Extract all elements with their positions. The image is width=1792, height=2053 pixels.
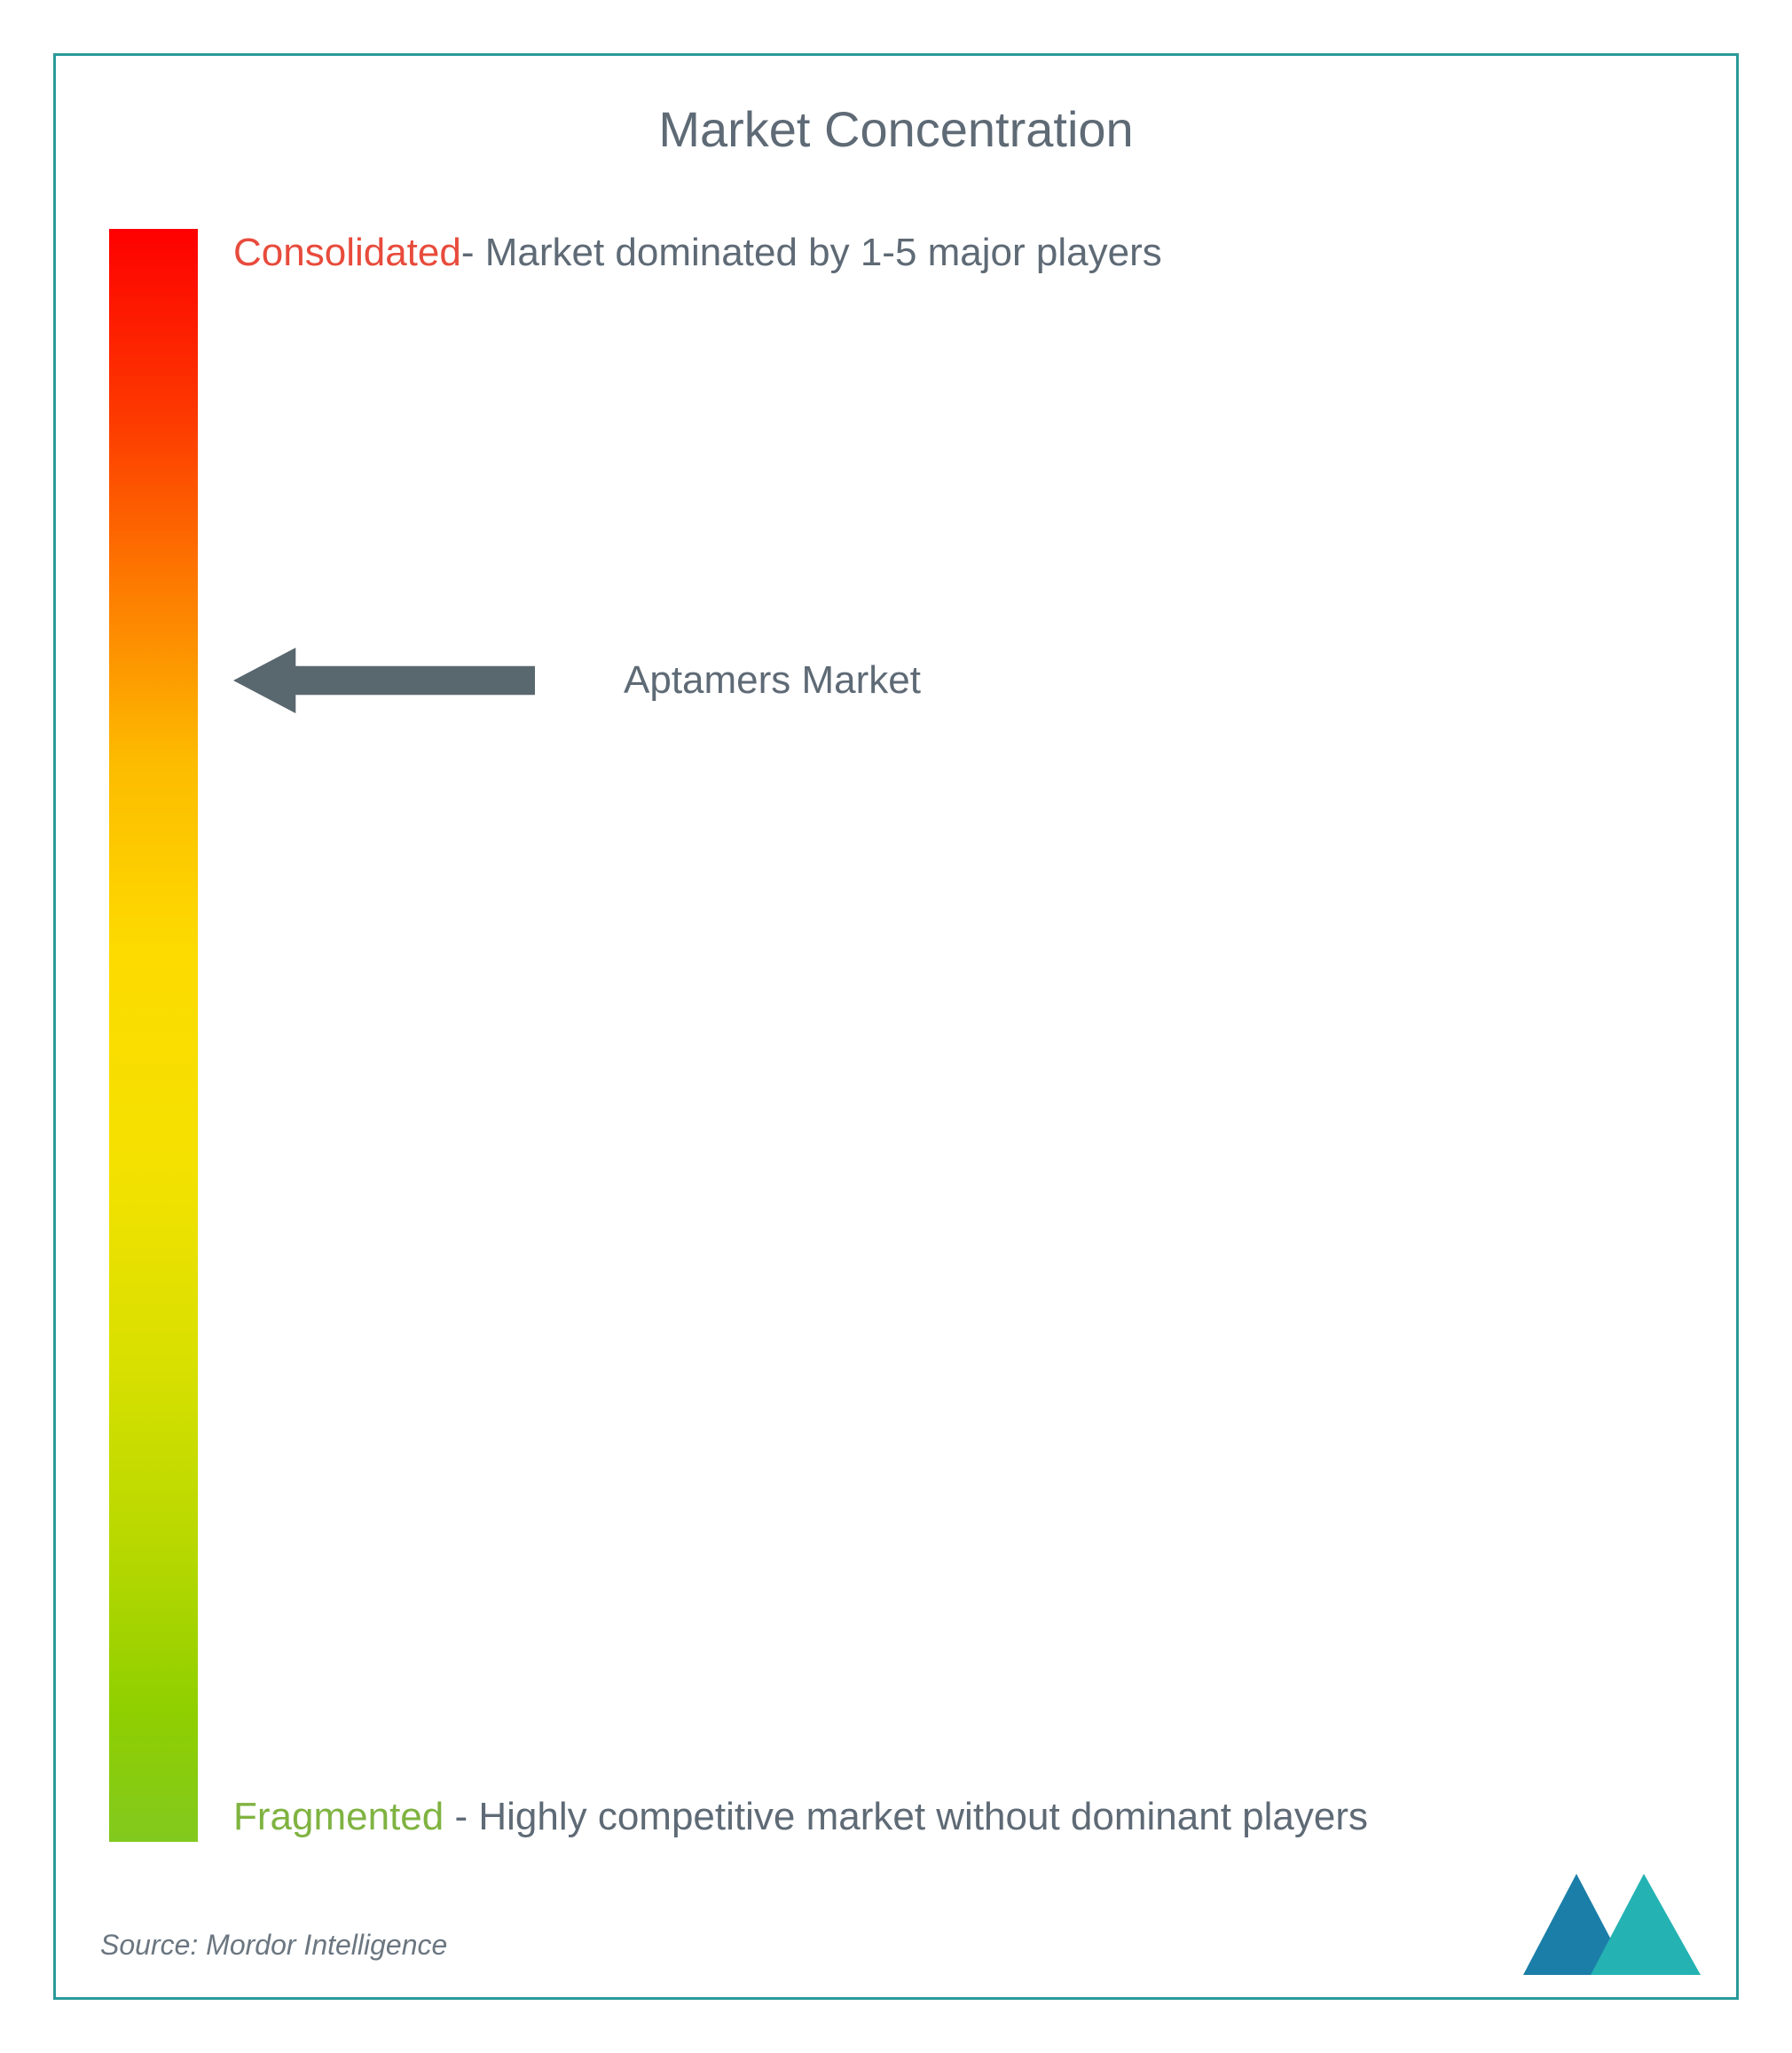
fragmented-label: Fragmented bbox=[233, 1795, 444, 1838]
consolidated-label: Consolidated bbox=[233, 231, 461, 274]
labels-area: Consolidated- Market dominated by 1-5 ma… bbox=[233, 229, 1683, 1842]
fragmented-label-block: Fragmented - Highly competitive market w… bbox=[233, 1784, 1647, 1851]
market-name-label: Aptamers Market bbox=[624, 658, 921, 703]
source-text: Mordor Intelligence bbox=[206, 1929, 447, 1961]
mordor-logo-svg bbox=[1523, 1868, 1701, 1975]
consolidated-desc: - Market dominated by 1-5 major players bbox=[461, 231, 1162, 274]
chart-title: Market Concentration bbox=[109, 100, 1683, 158]
concentration-gradient-bar bbox=[109, 229, 198, 1842]
fragmented-desc: - Highly competitive market without domi… bbox=[444, 1795, 1368, 1838]
chart-content: Consolidated- Market dominated by 1-5 ma… bbox=[109, 229, 1683, 1842]
source-prefix: Source: bbox=[100, 1929, 206, 1961]
mordor-logo-icon bbox=[1523, 1868, 1701, 1979]
consolidated-label-block: Consolidated- Market dominated by 1-5 ma… bbox=[233, 220, 1647, 287]
market-concentration-card: Market Concentration Consolidated- Marke… bbox=[53, 53, 1739, 2000]
source-attribution: Source: Mordor Intelligence bbox=[100, 1929, 447, 1962]
arrow-left-icon bbox=[233, 648, 535, 713]
market-pointer-row: Aptamers Market bbox=[233, 648, 921, 713]
